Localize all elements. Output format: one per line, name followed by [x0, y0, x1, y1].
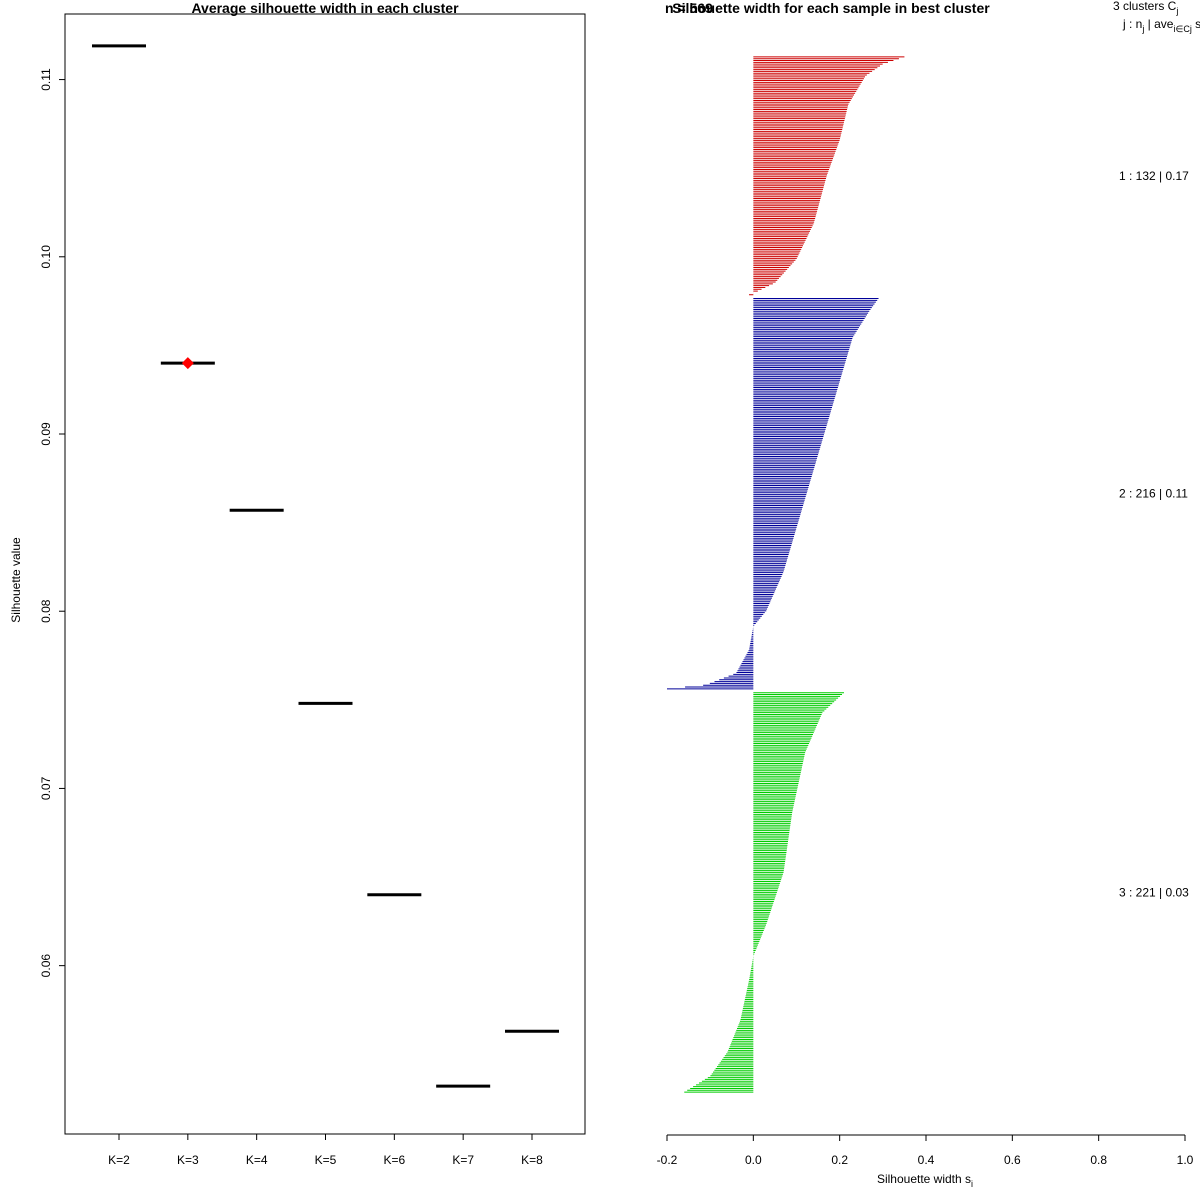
cluster-1-bars — [749, 56, 905, 296]
left-y-axis: 0.06 0.07 0.08 0.09 0.10 0.11 — [39, 68, 66, 978]
right-panel: n = 569 Silhouette width for each sample… — [657, 0, 1200, 1189]
right-x-tick-label: -0.2 — [657, 1153, 678, 1167]
left-x-tick-label: K=2 — [108, 1153, 130, 1167]
cluster-2-label: 2 : 216 | 0.11 — [1119, 487, 1188, 501]
left-x-tick-label: K=7 — [452, 1153, 474, 1167]
left-y-axis-label: Silhouette value — [9, 537, 23, 623]
left-y-tick-label: 0.09 — [39, 422, 53, 446]
cluster-2-bars — [667, 298, 879, 690]
left-x-tick-label: K=5 — [315, 1153, 337, 1167]
right-x-axis-label: Silhouette width si — [877, 1172, 973, 1189]
cluster-header-avesub: i∈Cj — [1173, 24, 1191, 34]
cluster-header-ave: | ave — [1144, 17, 1173, 31]
cluster-header-s: s — [1192, 17, 1200, 31]
cluster-header-line1: 3 clusters Cj — [1113, 0, 1178, 16]
cluster-header-line2: j : nj | avei∈Cj s — [1122, 17, 1200, 34]
left-plot-box — [64, 13, 586, 1135]
right-x-tick-label: 0.4 — [918, 1153, 935, 1167]
left-marks — [92, 44, 559, 1088]
cluster-3-label: 3 : 221 | 0.03 — [1119, 885, 1189, 899]
best-k-marker — [181, 357, 194, 370]
left-panel: Average silhouette width in each cluster… — [9, 0, 586, 1167]
cluster-header-count: 3 clusters C — [1113, 0, 1177, 13]
right-x-tick-label: 0.6 — [1004, 1153, 1021, 1167]
left-x-axis: K=2 K=3 K=4 K=5 K=6 K=7 K=8 — [108, 1133, 543, 1167]
left-x-tick-label: K=3 — [177, 1153, 199, 1167]
cluster-1-label: 1 : 132 | 0.17 — [1119, 169, 1189, 183]
cluster-header-sub: j — [1175, 6, 1178, 16]
left-y-tick-label: 0.06 — [39, 954, 53, 978]
right-chart-title-overlap: n = 569 — [665, 0, 713, 16]
left-y-tick-label: 0.07 — [39, 776, 53, 800]
right-bars — [667, 56, 905, 1093]
right-chart-title: Silhouette width for each sample in best… — [672, 0, 990, 16]
right-x-tick-label: 0.0 — [745, 1153, 762, 1167]
right-cluster-labels: 1 : 132 | 0.17 2 : 216 | 0.11 3 : 221 | 0.… — [1119, 169, 1189, 900]
right-x-axis-label-sub: i — [971, 1179, 973, 1189]
left-chart-title: Average silhouette width in each cluster — [191, 0, 459, 16]
cluster-header-j: j : n — [1122, 17, 1142, 31]
cluster-header-nsub: j — [1141, 24, 1144, 34]
left-x-tick-label: K=4 — [246, 1153, 268, 1167]
left-x-tick-label: K=8 — [521, 1153, 543, 1167]
right-x-axis-label-main: Silhouette width s — [877, 1172, 971, 1186]
left-y-tick-label: 0.08 — [39, 599, 53, 623]
right-x-tick-label: 0.2 — [831, 1153, 848, 1167]
left-y-tick-label: 0.11 — [39, 68, 53, 91]
left-y-tick-label: 0.10 — [39, 245, 53, 269]
cluster-3-bars — [684, 692, 844, 1093]
right-x-tick-label: 1.0 — [1177, 1153, 1194, 1167]
right-x-tick-label: 0.8 — [1090, 1153, 1107, 1167]
right-x-axis: -0.2 0.0 0.2 0.4 0.6 0.8 1.0 — [657, 1134, 1194, 1167]
left-x-tick-label: K=6 — [383, 1153, 405, 1167]
